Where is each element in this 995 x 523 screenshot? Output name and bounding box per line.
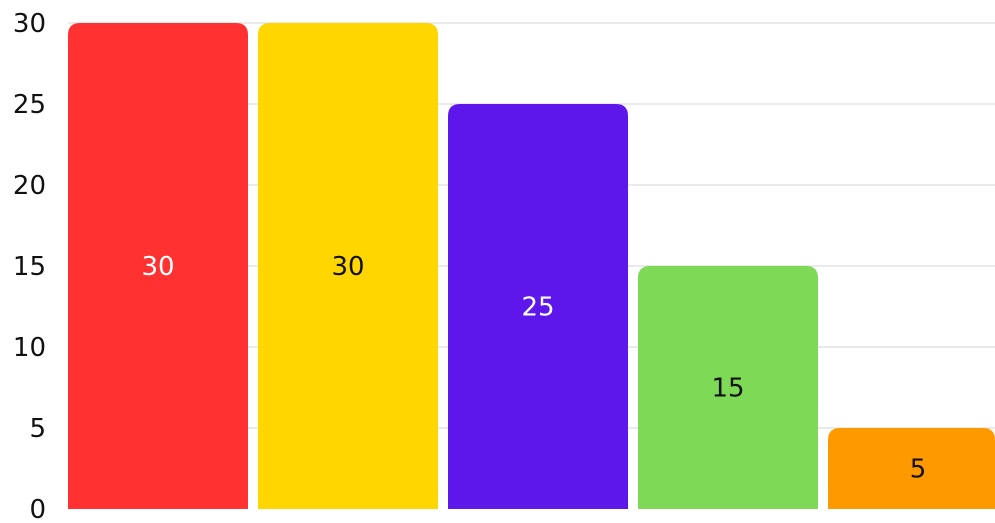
bar [828, 428, 995, 509]
y-tick-label: 20 [13, 171, 46, 201]
y-tick-label: 0 [29, 495, 46, 523]
bar-value-label: 5 [910, 455, 927, 485]
y-tick-label: 25 [13, 90, 46, 120]
bar-value-label: 25 [521, 293, 554, 323]
bar [448, 104, 628, 509]
bar [258, 23, 438, 509]
y-tick-label: 15 [13, 252, 46, 282]
bar-value-label: 15 [711, 374, 744, 404]
bars [68, 23, 995, 509]
y-tick-label: 30 [13, 9, 46, 39]
y-tick-label: 10 [13, 333, 46, 363]
data-labels: 30 30 25 15 5 [141, 252, 926, 485]
bar-value-label: 30 [331, 252, 364, 282]
bar-value-label: 30 [141, 252, 174, 282]
y-axis: 0 5 10 15 20 25 30 [13, 9, 46, 523]
y-tick-label: 5 [29, 414, 46, 444]
bar [68, 23, 248, 509]
bar [638, 266, 818, 509]
